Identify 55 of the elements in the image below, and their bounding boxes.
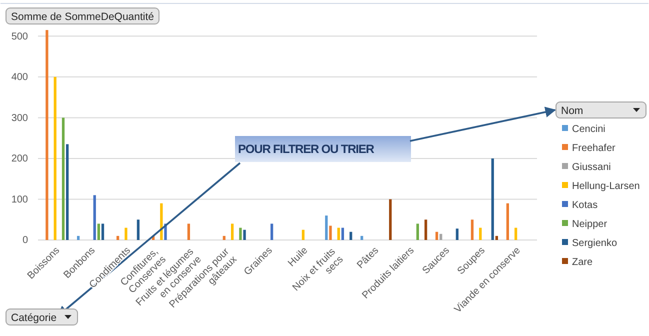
legend-label: Kotas	[572, 200, 598, 211]
bar	[136, 220, 140, 240]
bar	[435, 232, 438, 240]
bar	[270, 224, 274, 240]
bar	[239, 228, 242, 240]
bar	[479, 228, 482, 240]
bar	[506, 203, 509, 240]
bar	[124, 228, 128, 240]
bar	[337, 228, 340, 240]
x-axis-title: Catégorie	[11, 312, 57, 324]
bar	[329, 226, 332, 240]
bar	[66, 144, 69, 240]
legend-label: Cencini	[572, 124, 606, 135]
y-axis-title: Somme de SommeDeQuantité	[11, 11, 154, 23]
annotation: POUR FILTRER OU TRIER	[238, 142, 375, 156]
bar	[222, 236, 226, 240]
bar	[101, 224, 104, 240]
bar	[76, 236, 80, 240]
bar	[97, 224, 100, 240]
bar	[54, 76, 56, 240]
bar	[440, 234, 442, 240]
y-tick-label: 500	[11, 31, 28, 42]
bar	[495, 236, 498, 240]
bar	[243, 230, 246, 240]
y-tick-label: 300	[11, 112, 28, 124]
bar	[360, 236, 364, 240]
bar	[424, 220, 428, 240]
bar	[341, 228, 344, 240]
y-tick-label: 400	[11, 72, 28, 84]
bar	[514, 228, 518, 240]
bar	[350, 232, 352, 240]
bar	[230, 224, 234, 240]
legend-label: Sergienko	[572, 238, 618, 249]
bar	[416, 224, 419, 240]
bar	[389, 199, 392, 240]
y-tick-label: 200	[11, 154, 28, 165]
y-tick-label: 0	[22, 235, 28, 246]
bar	[46, 30, 48, 240]
callout-box: POUR FILTRER OU TRIER	[235, 136, 411, 162]
bar	[62, 118, 65, 240]
bar	[302, 230, 305, 240]
bar	[116, 236, 120, 240]
legend-title: Nom	[561, 105, 584, 117]
legend-label: Giussani	[572, 162, 611, 173]
bar	[187, 224, 190, 240]
legend-label: Zare	[572, 257, 593, 268]
bar	[93, 195, 96, 240]
legend-label: Freehafer	[572, 143, 616, 154]
y-tick-label: 100	[11, 194, 28, 206]
legend-label: Neipper	[572, 219, 608, 230]
legend-label: Hellung-Larsen	[572, 181, 640, 192]
bar	[491, 158, 494, 240]
bar	[470, 220, 474, 240]
bar	[456, 228, 458, 240]
bar	[325, 216, 328, 240]
